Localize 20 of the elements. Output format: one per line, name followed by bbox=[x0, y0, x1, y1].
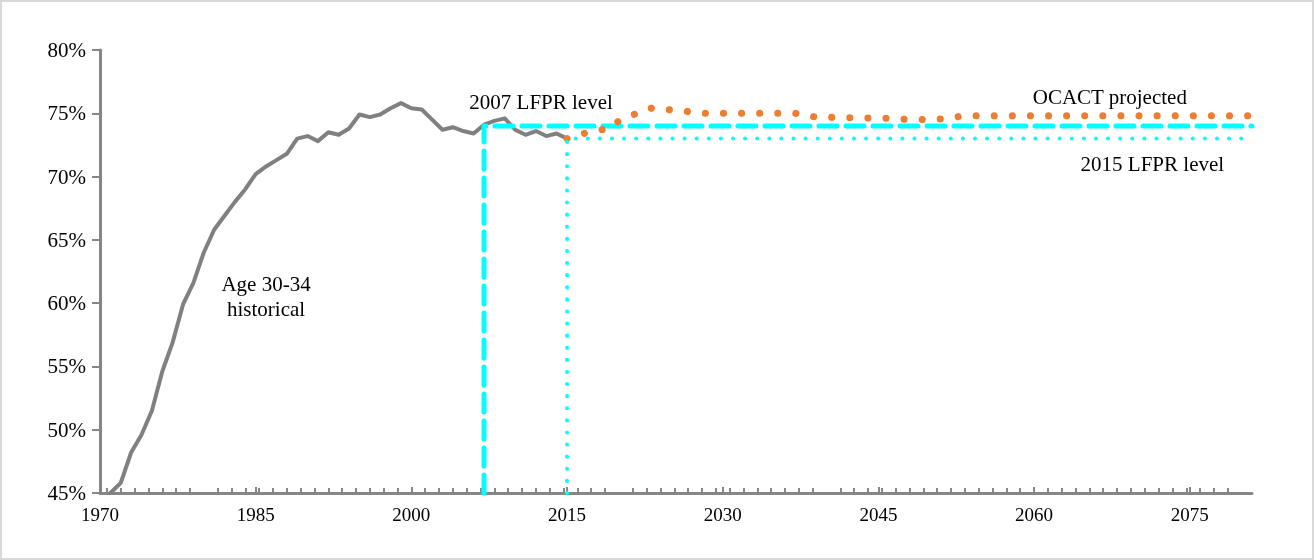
y-tick-label: 80% bbox=[47, 38, 86, 62]
x-tick-label: 1985 bbox=[236, 504, 275, 525]
series-label: Age 30-34 historical bbox=[221, 272, 312, 322]
x-tick-label: 2015 bbox=[548, 504, 587, 525]
series-label: 2007 LFPR level bbox=[469, 89, 613, 114]
y-tick-label: 70% bbox=[47, 164, 86, 189]
series-label: 2015 LFPR level bbox=[1080, 151, 1225, 176]
y-tick-label: 55% bbox=[47, 354, 86, 379]
x-tick-label: 1970 bbox=[81, 504, 119, 525]
x-tick-label: 2045 bbox=[859, 504, 898, 525]
x-tick-label: 2000 bbox=[392, 504, 431, 525]
y-tick-label: 60% bbox=[47, 291, 86, 316]
y-tick-label: 50% bbox=[47, 417, 86, 442]
x-tick-label: 2060 bbox=[1015, 504, 1054, 525]
y-tick-label: 45% bbox=[47, 481, 86, 505]
x-tick-label: 2030 bbox=[703, 504, 742, 525]
y-tick-label: 65% bbox=[47, 227, 86, 252]
x-tick-label: 2075 bbox=[1170, 504, 1209, 525]
series-label: OCACT projected bbox=[1032, 84, 1188, 109]
y-tick-label: 75% bbox=[47, 101, 86, 126]
